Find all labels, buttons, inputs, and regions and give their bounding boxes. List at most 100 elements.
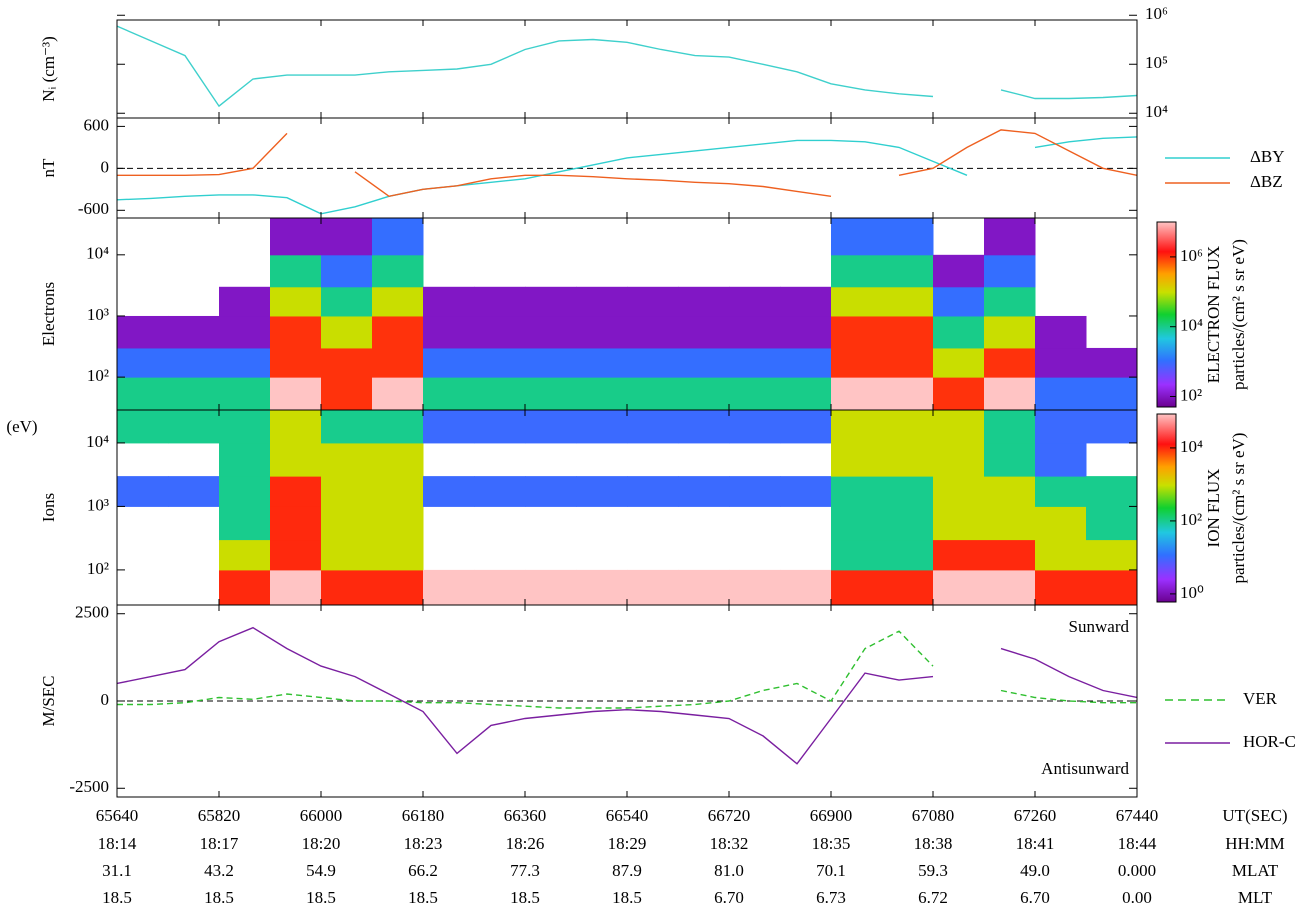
- series-line: [117, 139, 968, 215]
- heat-cell: [678, 569, 730, 605]
- heat-cell: [984, 442, 1036, 477]
- heat-cell: [831, 569, 883, 605]
- heat-cell: [729, 315, 781, 349]
- heat-cell: [831, 218, 883, 256]
- heat-cell: [933, 506, 985, 541]
- heat-cell: [168, 377, 220, 410]
- row-value: 18:14: [98, 834, 137, 853]
- heat-cell: [576, 315, 628, 349]
- heat-cell: [780, 315, 832, 349]
- heat-cell: [1035, 410, 1087, 444]
- heat-cell: [321, 218, 373, 256]
- heat-cell: [1086, 347, 1137, 378]
- y-tick-label: 600: [84, 115, 110, 134]
- heat-cell: [627, 377, 679, 410]
- legend-label: VER: [1243, 689, 1278, 708]
- heat-cell: [270, 442, 322, 477]
- heat-cell: [474, 377, 526, 410]
- heat-cell: [270, 347, 322, 378]
- row-label: MLAT: [1232, 861, 1279, 880]
- y-tick-label: 0: [101, 157, 110, 176]
- heat-cell: [984, 347, 1036, 378]
- heat-cell: [627, 410, 679, 444]
- y-axis-label: nT: [39, 158, 58, 178]
- series-line: [117, 132, 288, 176]
- heat-cell: [1035, 377, 1087, 410]
- heat-cell: [168, 315, 220, 349]
- row-value: 18:20: [302, 834, 341, 853]
- heat-cell: [219, 506, 271, 541]
- heat-cell: [372, 377, 424, 410]
- heat-cell: [882, 377, 934, 410]
- panel: [117, 410, 1137, 605]
- heat-cell: [474, 410, 526, 444]
- heat-cell: [423, 286, 475, 317]
- heat-cell: [627, 286, 679, 317]
- heat-cell: [270, 286, 322, 317]
- heat-cell: [270, 506, 322, 541]
- heat-cell: [627, 476, 679, 507]
- heat-cell: [729, 347, 781, 378]
- heat-cell: [1035, 476, 1087, 507]
- annotation: Sunward: [1069, 617, 1130, 636]
- series-line: [1000, 689, 1137, 704]
- x-axis-label: UT(SEC): [1222, 806, 1287, 825]
- row-value: 18:17: [200, 834, 239, 853]
- heat-cell: [831, 476, 883, 507]
- heat-cell: [423, 569, 475, 605]
- colorbar: [1156, 221, 1177, 408]
- row-value: 18.5: [612, 888, 642, 907]
- heat-cell: [729, 569, 781, 605]
- heat-cell: [882, 347, 934, 378]
- heat-cell: [831, 506, 883, 541]
- heat-cell: [321, 476, 373, 507]
- heat-cell: [933, 315, 985, 349]
- heat-cell: [321, 410, 373, 444]
- heat-cell: [780, 377, 832, 410]
- row-value: 18:32: [710, 834, 749, 853]
- heat-cell: [984, 506, 1036, 541]
- y-tick-label: 10³: [87, 305, 109, 324]
- heat-cell: [1086, 569, 1137, 605]
- heat-cell: [831, 347, 883, 378]
- heat-cell: [780, 347, 832, 378]
- heat-cell: [525, 377, 577, 410]
- heat-cell: [882, 539, 934, 571]
- heat-cell: [984, 315, 1036, 349]
- row-value: 18.5: [510, 888, 540, 907]
- colorbar-tick-label: 10²: [1180, 510, 1202, 529]
- panel: [117, 25, 1137, 108]
- legend-label: ΔBY: [1250, 147, 1285, 166]
- heat-cell: [525, 347, 577, 378]
- heat-cell: [270, 410, 322, 444]
- heat-cell: [678, 286, 730, 317]
- row-value: 18:44: [1118, 834, 1157, 853]
- heat-cell: [933, 442, 985, 477]
- x-tick-label: 65820: [198, 806, 241, 825]
- row-value: 18:41: [1016, 834, 1055, 853]
- x-tick-label: 65640: [96, 806, 139, 825]
- heat-cell: [117, 347, 169, 378]
- heat-cell: [882, 476, 934, 507]
- row-value: 18.5: [306, 888, 336, 907]
- heat-cell: [780, 476, 832, 507]
- heat-cell: [372, 410, 424, 444]
- row-label: HH:MM: [1225, 834, 1285, 853]
- colorbar-tick-label: 10⁶: [1180, 246, 1203, 265]
- heat-cell: [168, 410, 220, 444]
- heat-cell: [831, 315, 883, 349]
- heat-cell: [882, 569, 934, 605]
- row-value: 6.72: [918, 888, 948, 907]
- series-line: [117, 25, 934, 108]
- row-value: 66.2: [408, 861, 438, 880]
- heat-cell: [933, 539, 985, 571]
- heat-cell: [321, 377, 373, 410]
- heat-cell: [372, 569, 424, 605]
- heat-cell: [372, 315, 424, 349]
- heat-cell: [984, 539, 1036, 571]
- heat-cell: [933, 377, 985, 410]
- heat-cell: [780, 410, 832, 444]
- heat-cell: [780, 286, 832, 317]
- y-tick-label: 10²: [87, 366, 109, 385]
- row-value: 31.1: [102, 861, 132, 880]
